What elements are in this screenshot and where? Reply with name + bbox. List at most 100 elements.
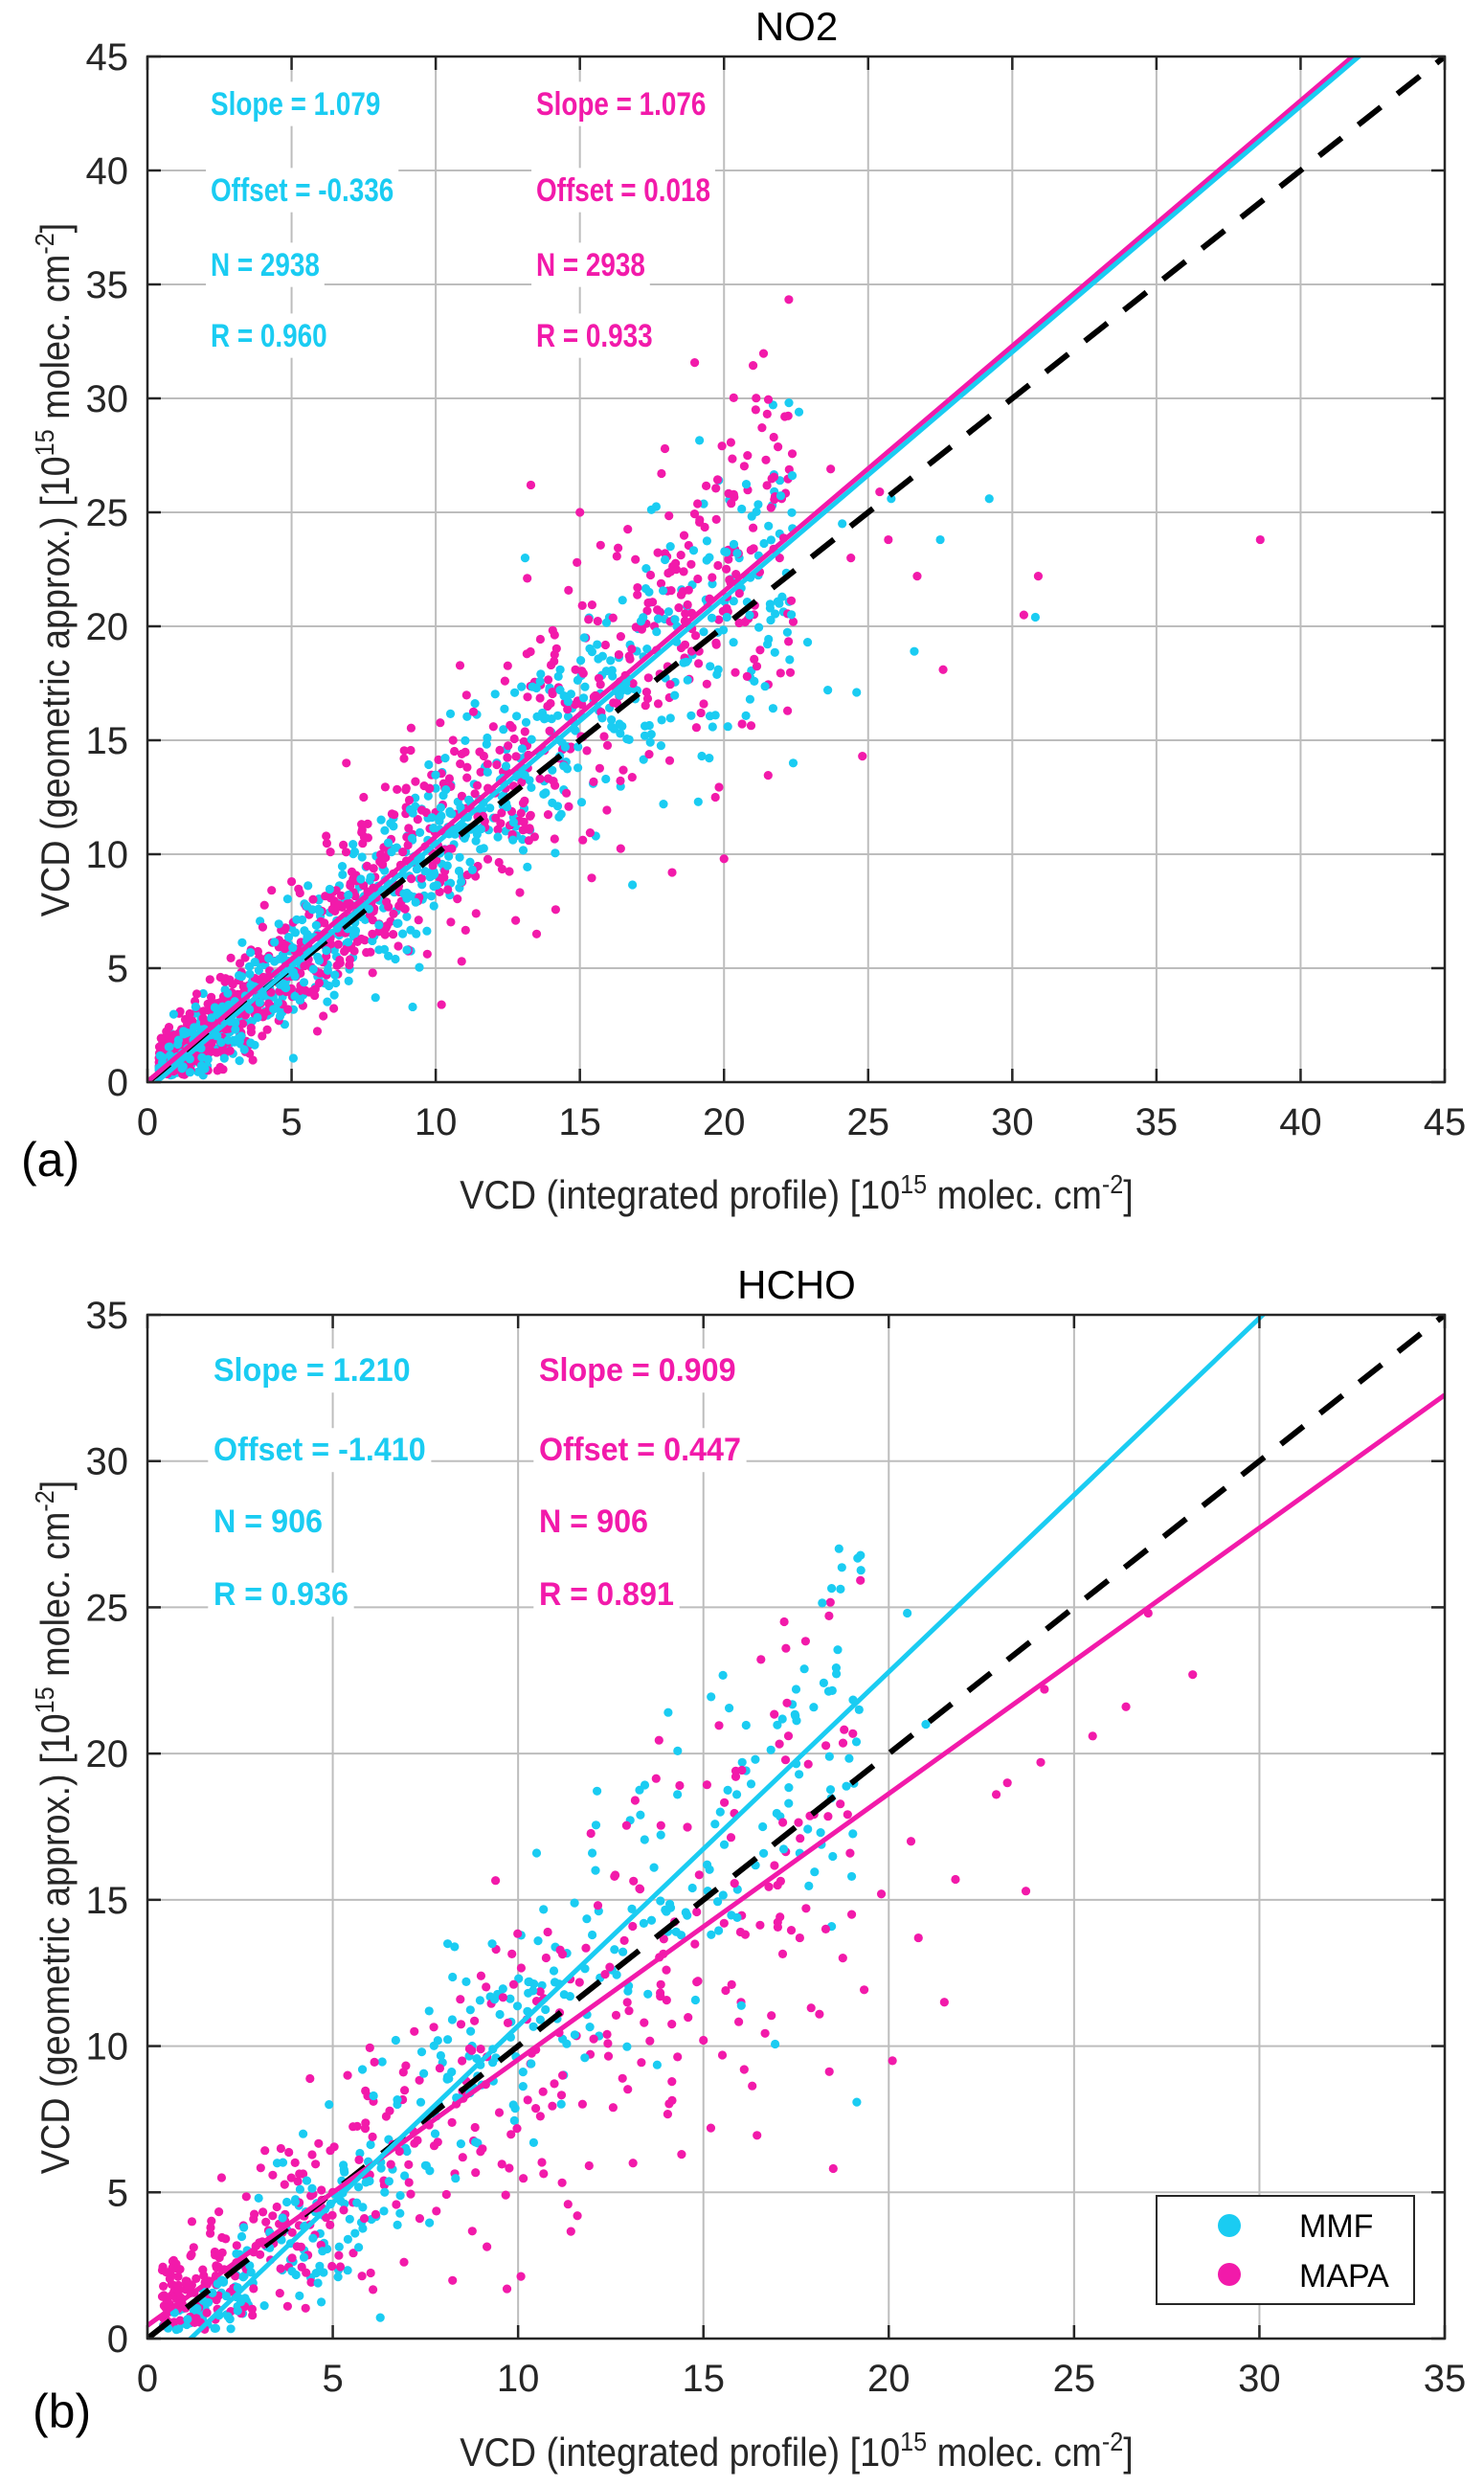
data-point-mmf [379,2206,389,2216]
data-point-mapa [770,1709,779,1719]
data-point-mapa [276,2264,285,2273]
data-point-mmf [799,1664,809,1674]
data-point-mmf [695,436,705,445]
data-point-mapa [663,2110,673,2119]
data-point-mapa [535,2112,545,2121]
data-point-mapa [543,1927,552,1937]
data-point-mapa [526,810,535,820]
data-point-mmf [576,798,587,807]
y-tick-label: 20 [86,1733,129,1775]
data-point-mapa [714,1721,724,1730]
data-point-mmf [506,1994,515,2003]
data-point-mmf [366,872,375,882]
data-point-mapa [557,2178,567,2187]
data-point-mmf [731,1790,742,1799]
data-point-mmf [323,997,332,1006]
x-tick-label: 5 [281,1101,302,1143]
data-point-mapa [777,1949,788,1958]
data-point-mapa [564,802,573,811]
data-point-mapa [776,1912,785,1922]
data-point-mapa [329,2142,339,2152]
data-point-mapa [248,2311,258,2320]
data-point-mmf [315,907,325,916]
data-point-mmf [518,2068,528,2077]
data-point-mmf [508,835,518,845]
data-point-mapa [612,552,621,561]
x-tick-label: 5 [322,2358,343,2400]
data-point-mapa [531,929,542,938]
data-point-mmf [579,693,589,703]
data-point-mmf [178,1062,188,1072]
data-point-mapa [322,2213,331,2223]
data-point-mapa [717,441,727,451]
data-point-mapa [314,2138,324,2148]
data-point-mmf [587,1848,597,1858]
data-point-mapa [722,603,731,613]
data-point-mmf [548,798,557,808]
data-point-mapa [198,1013,208,1023]
data-point-mapa [594,673,604,683]
data-point-mapa [214,2207,224,2217]
data-point-mapa [750,654,759,665]
data-point-mapa [913,1933,923,1943]
data-point-mmf [319,2268,328,2277]
data-point-mmf [250,958,259,967]
data-point-mmf [329,990,339,1000]
data-point-mmf [514,1974,524,1983]
data-point-mmf [587,647,597,657]
data-point-mapa [359,2214,370,2224]
data-point-mmf [646,1915,657,1925]
stat-mmf-n: N = 906 [214,1504,323,1540]
data-point-mmf [416,2097,426,2107]
data-point-mapa [605,1962,615,1972]
data-point-mapa [858,752,867,761]
data-point-mapa [399,2257,409,2267]
data-point-mmf [308,964,318,974]
data-point-mmf [670,615,680,624]
x-tick-label: 10 [497,2358,540,2400]
data-point-mapa [628,679,638,689]
data-point-mapa [202,2308,212,2317]
data-point-mapa [637,2058,646,2068]
data-point-mapa [535,1987,545,1997]
data-point-mmf [512,712,522,721]
data-point-mapa [781,1643,791,1653]
data-point-mapa [749,523,758,532]
data-point-mmf [334,2242,344,2251]
data-point-mapa [186,2251,195,2261]
data-point-mmf [438,791,448,801]
data-point-mmf [612,1970,621,1979]
data-point-mapa [448,735,458,745]
data-point-mapa [508,1979,519,1989]
tick-labels: 0 5 10 15 20 25 30 35 0 5 10 15 20 25 30 35 [86,1295,1467,2400]
y-tick-label: 15 [86,720,129,762]
data-point-mapa [770,494,779,505]
data-point-mmf [766,616,776,625]
data-point-mmf [442,861,452,870]
data-point-mmf [489,1995,500,2004]
data-point-mapa [784,295,794,305]
data-point-mapa [359,792,369,803]
data-point-mmf [467,865,477,875]
data-point-mmf [518,846,528,855]
data-point-mapa [389,909,398,918]
data-point-mapa [628,1921,638,1932]
stat-mapa-r: R = 0.933 [536,317,653,353]
data-point-mapa [624,2006,634,2016]
data-point-mmf [528,2137,539,2147]
data-point-mmf [246,981,256,990]
data-point-mapa [783,706,793,715]
data-point-mapa [677,2150,686,2159]
data-point-mapa [643,673,653,683]
data-point-mapa [472,780,483,790]
data-point-mmf [374,920,384,930]
data-point-mmf [690,1995,701,2005]
data-point-mapa [660,443,670,454]
x-axis-label-no2: VCD (integrated profile) [1015 molec. cm… [460,1169,1134,1218]
data-point-mmf [759,1848,769,1858]
data-point-mmf [275,1011,285,1021]
data-point-mmf [208,2288,217,2297]
data-point-mmf [576,656,586,666]
data-point-mmf [287,2267,297,2276]
data-point-mapa [492,760,502,770]
